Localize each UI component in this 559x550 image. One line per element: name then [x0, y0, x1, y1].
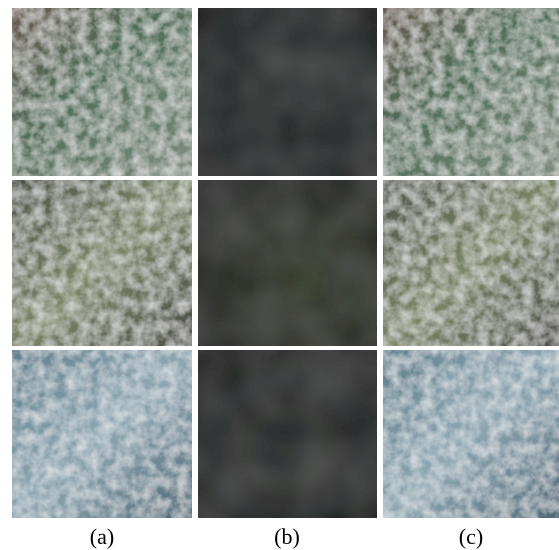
- image: [383, 350, 559, 518]
- image: [12, 8, 192, 176]
- caption: (b): [274, 524, 300, 549]
- image: [383, 180, 559, 346]
- image: [12, 350, 192, 518]
- image: [198, 180, 377, 346]
- caption: (c): [459, 524, 483, 549]
- image: [12, 180, 192, 346]
- image: [383, 8, 559, 176]
- image: [198, 350, 377, 518]
- image-grid: [12, 8, 559, 518]
- page: (a) (b) (c) (() => { const data = JSON.p…: [0, 0, 559, 550]
- caption: (a): [90, 524, 114, 549]
- figure: (a) (b) (c): [0, 0, 559, 550]
- image: [198, 8, 377, 176]
